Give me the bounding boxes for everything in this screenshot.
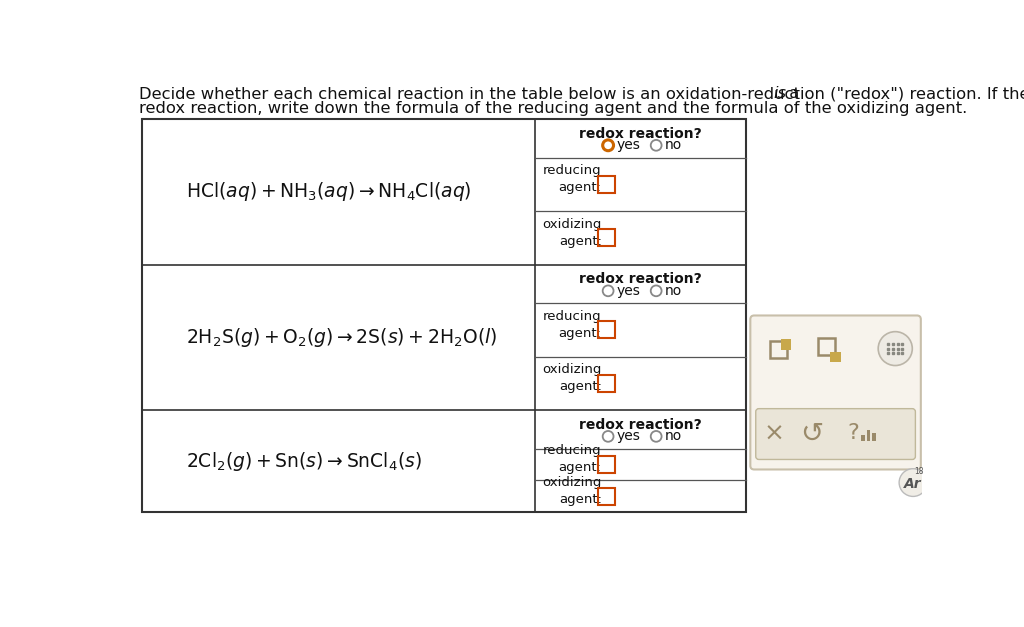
Text: $\mathrm{HCl}(aq) + \mathrm{NH_3}(aq) \rightarrow \mathrm{NH_4Cl}(aq)$: $\mathrm{HCl}(aq) + \mathrm{NH_3}(aq) \r…: [186, 181, 472, 203]
Bar: [770, 341, 786, 358]
Circle shape: [879, 332, 912, 366]
Text: yes: yes: [616, 284, 641, 298]
Text: 18: 18: [913, 467, 924, 477]
Bar: [142, 119, 746, 512]
Text: no: no: [665, 429, 682, 443]
Text: redox reaction, write down the formula of the reducing agent and the formula of : redox reaction, write down the formula o…: [139, 101, 967, 115]
Text: reducing
agent:: reducing agent:: [543, 164, 601, 194]
Text: oxidizing
agent:: oxidizing agent:: [543, 363, 602, 393]
Text: ↺: ↺: [800, 420, 823, 448]
Text: redox reaction?: redox reaction?: [580, 272, 702, 287]
Circle shape: [604, 142, 612, 149]
Bar: [598, 322, 615, 339]
FancyBboxPatch shape: [756, 409, 915, 460]
Text: redox reaction?: redox reaction?: [580, 418, 702, 432]
Bar: [598, 375, 615, 392]
Text: oxidizing
agent:: oxidizing agent:: [543, 476, 602, 505]
Text: yes: yes: [616, 429, 641, 443]
Text: a: a: [784, 86, 800, 101]
Text: $2\mathrm{H_2S}(g) + \mathrm{O_2}(g) \rightarrow 2\mathrm{S}(s) + 2\mathrm{H_2O}: $2\mathrm{H_2S}(g) + \mathrm{O_2}(g) \ri…: [186, 326, 498, 349]
Text: yes: yes: [616, 139, 641, 152]
Bar: [866, 430, 870, 441]
Bar: [818, 338, 835, 355]
Text: Ar: Ar: [904, 477, 922, 491]
Circle shape: [899, 469, 927, 497]
Bar: [598, 229, 615, 246]
Text: ?: ?: [848, 423, 859, 443]
FancyBboxPatch shape: [751, 315, 921, 470]
Text: reducing
agent:: reducing agent:: [543, 444, 601, 474]
Text: $2\mathrm{Cl_2}(g) + \mathrm{Sn}(s) \rightarrow \mathrm{SnCl_4}(s)$: $2\mathrm{Cl_2}(g) + \mathrm{Sn}(s) \rig…: [186, 450, 422, 473]
Circle shape: [601, 139, 615, 152]
Bar: [598, 488, 615, 505]
Bar: [830, 352, 841, 362]
Bar: [598, 456, 615, 473]
Bar: [861, 435, 865, 441]
Text: reducing
agent:: reducing agent:: [543, 310, 601, 340]
Text: ×: ×: [764, 422, 784, 446]
Bar: [780, 339, 792, 350]
Text: no: no: [665, 139, 682, 152]
Text: no: no: [665, 284, 682, 298]
Text: is: is: [773, 86, 786, 101]
Text: oxidizing
agent:: oxidizing agent:: [543, 218, 602, 248]
Bar: [598, 176, 615, 193]
Bar: [872, 433, 876, 441]
Text: Decide whether each chemical reaction in the table below is an oxidation-reducti: Decide whether each chemical reaction in…: [139, 86, 1024, 101]
Text: redox reaction?: redox reaction?: [580, 127, 702, 141]
